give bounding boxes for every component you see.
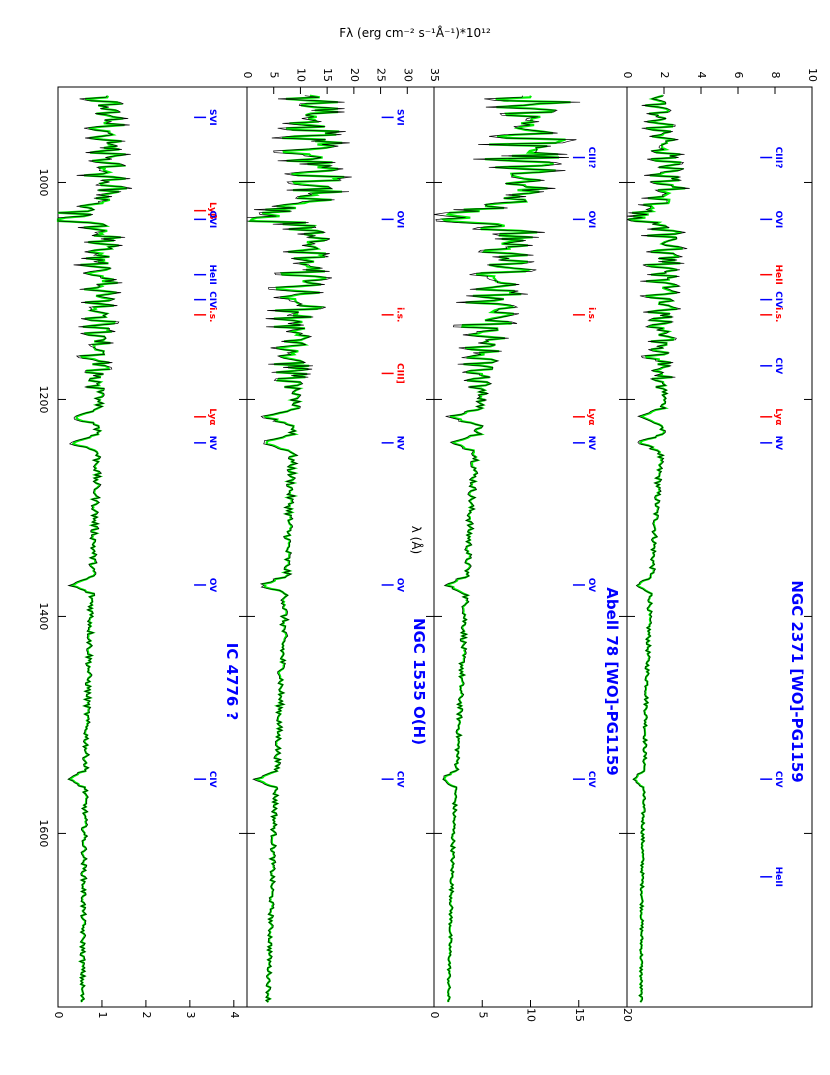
flux-tick-label: 15 [573,1008,586,1022]
panel-frame [57,86,248,1008]
observed-spectrum-line [433,95,581,1003]
panel-frame [433,86,628,1008]
flux-tick-label: 0 [52,1012,65,1019]
wavelength-tick-label: 1400 [37,602,50,630]
y-axis-title: Fλ (erg cm⁻² s⁻¹Å⁻¹)*10¹² [339,25,491,40]
panel-object-name: Abell 78 [WO]-PG1159 [603,587,621,775]
flux-tick-label: 4 [695,72,708,79]
line-id-label: CIV [773,291,783,308]
flux-tick-label: 5 [268,72,281,79]
line-id-label: OVI [395,210,405,228]
flux-tick-label: 5 [476,1012,489,1019]
line-id-label: CIII? [586,147,596,169]
line-id-label: NV [586,436,596,451]
flux-tick-label: 4 [228,1012,241,1019]
line-id-label: i.s. [773,307,783,322]
line-id-label: OV [207,578,217,592]
line-id-label: SVI [395,109,405,126]
panel-object-name: NGC 1535 O(H) [410,618,428,745]
line-id-label: NV [395,436,405,451]
flux-tick-label: 3 [184,1012,197,1019]
line-id-label: CIII? [773,147,783,169]
plot-area: 0 2 4 6 8 10CIII?OVIHeIICIVi.s.CIVLyαNVCIVHeI… [37,68,819,1022]
line-id-label: HeII [773,867,783,887]
line-id-label: CIV [207,771,217,788]
line-id-label: CIV [773,357,783,374]
line-id-label: OVI [586,210,596,228]
line-id-label: i.s. [395,307,405,322]
line-id-label: NV [773,436,783,451]
line-id-label: Lyα [773,408,783,425]
wavelength-tick-label: 1600 [37,819,50,847]
observed-spectrum-line [246,95,352,1003]
line-id-label: HeII [773,265,783,285]
spectrum-panel-2: 0 5 10 15 20 CIII? OVI i.s. Lyα NV OV CIV Abell 78 [… [428,86,634,1022]
line-id-label: HeII [207,265,217,285]
line-id-label: CIV [395,771,405,788]
line-id-label: i.s. [586,307,596,322]
model-spectrum-line [628,94,686,1003]
panel-object-name: NGC 2371 [WO]-PG1159 [788,580,806,782]
line-id-label: Lyα [586,408,596,425]
spectrum-panel-3: 0 5 10 15 20 25 30 35 SVI OVI i.s. CIII] NV OV CIV NGC … [241,68,441,1008]
wavelength-tick-label: 1200 [37,385,50,413]
line-id-label: CIV [207,291,217,308]
flux-tick-label: 10 [294,68,307,82]
line-id-label: i.s. [207,307,217,322]
line-id-label: OV [586,578,596,592]
spectrum-panel-1: 0 2 4 6 8 10CIII?OVIHeIICIVi.s.CIVLyαNVCIVHeI… [621,68,819,1008]
line-id-label: OV [395,578,405,592]
flux-tick-label: 2 [140,1012,153,1019]
flux-tick-label: 0 [428,1012,441,1019]
line-id-label: Lyβ [207,202,217,220]
line-id-label: SVI [207,109,217,126]
line-id-label: OVI [207,210,217,228]
panel-object-name: IC 4776 ? [223,643,241,720]
line-id-label: CIV [586,771,596,788]
line-id-label: OVI [773,210,783,228]
flux-tick-label: 30 [401,68,414,82]
flux-tick-label: 6 [732,72,745,79]
flux-tick-label: 20 [348,68,361,82]
flux-tick-label: 35 [428,68,441,82]
observed-spectrum-line [626,95,690,1003]
observed-spectrum-line [57,95,133,1003]
flux-tick-label: 0 [621,72,634,79]
line-id-label: CIV [773,771,783,788]
model-spectrum-line [439,95,571,1003]
wavelength-tick-label: 1000 [37,168,50,196]
flux-tick-label: 20 [621,1008,634,1022]
flux-tick-label: 8 [769,72,782,79]
flux-tick-label: 10 [525,1008,538,1022]
flux-tick-label: 2 [658,72,671,79]
flux-tick-label: 10 [806,68,819,82]
line-id-label: NV [207,436,217,451]
flux-tick-label: 1 [96,1012,109,1019]
model-spectrum-line [248,94,345,1003]
flux-tick-label: 25 [375,68,388,82]
x-axis-title: λ (Å) [409,526,424,555]
line-id-label: Lyα [207,408,217,425]
flux-tick-label: 15 [321,68,334,82]
flux-tick-label: 0 [241,72,254,79]
line-id-label: CIII] [395,363,405,384]
